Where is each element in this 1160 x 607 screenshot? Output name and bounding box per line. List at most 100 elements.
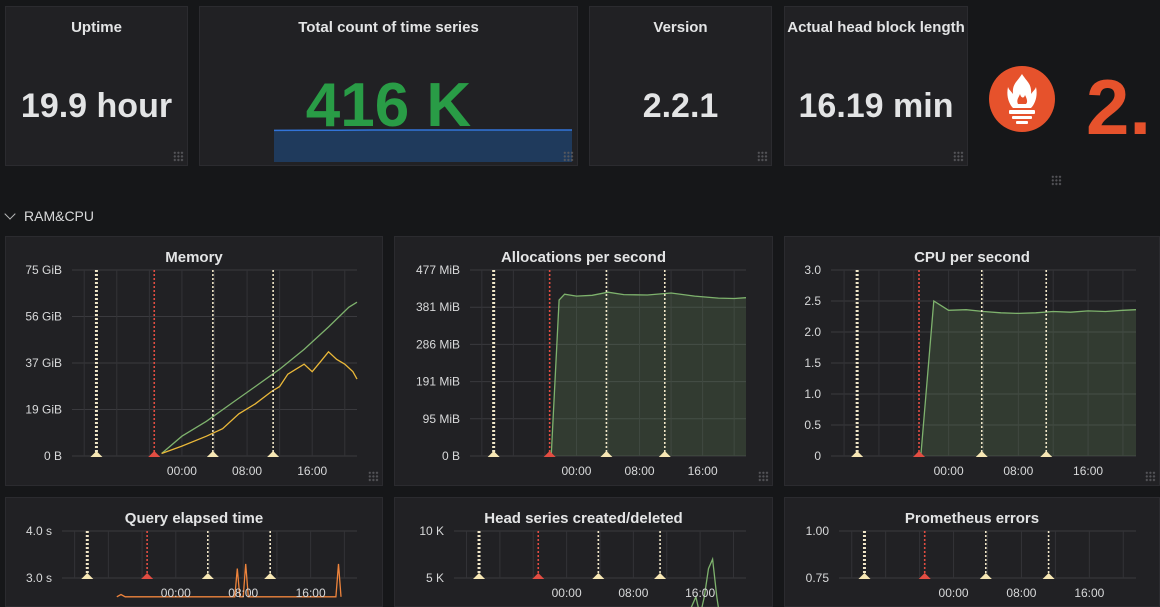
prometheus-logo-icon xyxy=(987,64,1057,134)
resize-handle[interactable] xyxy=(368,471,379,482)
y-tick-label: 37 GiB xyxy=(25,356,62,370)
y-tick-label: 286 MiB xyxy=(416,337,460,351)
annotation-marker-tip xyxy=(488,451,500,457)
x-tick-label: 08:00 xyxy=(1006,586,1036,600)
y-tick-label: 0.75 xyxy=(806,571,830,585)
uptime-title: Uptime xyxy=(6,19,187,36)
version-title: Version xyxy=(590,19,771,36)
series-area xyxy=(921,301,1136,456)
annotation-marker-tip xyxy=(980,573,992,579)
annotation-marker-tip xyxy=(592,573,604,579)
y-tick-label: 1.00 xyxy=(806,524,830,538)
annotation-marker-tip xyxy=(267,451,279,457)
x-tick-label: 00:00 xyxy=(939,586,969,600)
y-tick-label: 56 GiB xyxy=(25,310,62,324)
allocations-graph[interactable]: 477 MiB 381 MiB 286 MiB 191 MiB 95 MiB 0 B 00:… xyxy=(394,236,773,486)
y-tick-label: 5 K xyxy=(426,571,444,585)
head-block-title: Actual head block length xyxy=(785,19,967,36)
x-tick-label: 08:00 xyxy=(232,464,262,478)
annotation-marker-tip xyxy=(858,573,870,579)
version-panel[interactable]: Version 2.2.1 xyxy=(589,6,772,166)
row-title: RAM&CPU xyxy=(24,208,94,224)
x-tick-label: 16:00 xyxy=(1074,586,1104,600)
resize-handle[interactable] xyxy=(1145,471,1156,482)
series-line xyxy=(162,302,357,453)
prometheus-logo-panel: 2. xyxy=(975,6,1160,188)
y-tick-label: 95 MiB xyxy=(423,412,460,426)
annotation-marker-tip xyxy=(851,451,863,457)
x-tick-label: 00:00 xyxy=(161,586,191,600)
x-tick-label: 16:00 xyxy=(296,586,326,600)
y-tick-label: 2.0 xyxy=(804,325,821,339)
annotation-marker-tip xyxy=(654,573,666,579)
annotation-marker-tip xyxy=(148,451,160,457)
head-series-graph[interactable]: 10 K 5 K 00:00 08:00 16:00 xyxy=(394,497,773,607)
memory-graph[interactable]: 75 GiB 56 GiB 37 GiB 19 GiB 0 B 00:00 08:00 16:… xyxy=(5,236,383,486)
x-tick-label: 08:00 xyxy=(618,586,648,600)
uptime-panel[interactable]: Uptime 19.9 hour xyxy=(5,6,188,166)
annotation-marker-tip xyxy=(264,573,276,579)
annotation-marker-tip xyxy=(202,573,214,579)
logo-text: 2. xyxy=(1086,68,1151,146)
y-tick-label: 4.0 s xyxy=(26,524,52,538)
annotation-marker-tip xyxy=(141,573,153,579)
total-series-panel[interactable]: Total count of time series 416 K xyxy=(199,6,578,166)
resize-handle[interactable] xyxy=(953,151,964,162)
x-tick-label: 16:00 xyxy=(297,464,327,478)
annotation-marker-tip xyxy=(90,451,102,457)
x-tick-label: 00:00 xyxy=(561,464,591,478)
y-tick-label: 3.0 xyxy=(804,263,821,277)
resize-handle[interactable] xyxy=(757,151,768,162)
x-tick-label: 00:00 xyxy=(552,586,582,600)
x-tick-label: 16:00 xyxy=(685,586,715,600)
y-tick-label: 2.5 xyxy=(804,294,821,308)
version-value: 2.2.1 xyxy=(590,87,771,126)
x-tick-label: 08:00 xyxy=(228,586,258,600)
y-tick-label: 1.5 xyxy=(804,356,821,370)
resize-handle[interactable] xyxy=(1051,175,1062,186)
y-tick-label: 381 MiB xyxy=(416,300,460,314)
total-series-title: Total count of time series xyxy=(200,19,577,36)
annotation-marker-tip xyxy=(1043,573,1055,579)
y-tick-label: 19 GiB xyxy=(25,403,62,417)
resize-handle[interactable] xyxy=(173,151,184,162)
y-tick-label: 477 MiB xyxy=(416,263,460,277)
chevron-down-icon[interactable] xyxy=(4,208,15,219)
y-tick-label: 10 K xyxy=(419,524,444,538)
annotation-marker-tip xyxy=(532,573,544,579)
y-tick-label: 1.0 xyxy=(804,387,821,401)
prometheus-errors-graph[interactable]: 1.00 0.75 00:00 08:00 16:00 xyxy=(784,497,1160,607)
x-tick-label: 08:00 xyxy=(625,464,655,478)
y-tick-label: 0.5 xyxy=(804,418,821,432)
x-tick-label: 00:00 xyxy=(167,464,197,478)
annotation-marker-tip xyxy=(473,573,485,579)
x-tick-label: 16:00 xyxy=(1073,464,1103,478)
uptime-value: 19.9 hour xyxy=(6,87,187,126)
y-tick-label: 0 xyxy=(814,449,821,463)
series-line xyxy=(162,352,357,454)
head-block-value: 16.19 min xyxy=(785,87,967,126)
x-tick-label: 00:00 xyxy=(934,464,964,478)
y-tick-label: 0 B xyxy=(44,449,62,463)
cpu-graph[interactable]: 3.0 2.5 2.0 1.5 1.0 0.5 0 00:00 08:00 16:00 xyxy=(784,236,1160,486)
resize-handle[interactable] xyxy=(563,151,574,162)
y-tick-label: 191 MiB xyxy=(416,375,460,389)
row-header-ram-cpu[interactable]: RAM&CPU xyxy=(6,208,94,224)
head-block-panel[interactable]: Actual head block length 16.19 min xyxy=(784,6,968,166)
y-tick-label: 75 GiB xyxy=(25,263,62,277)
resize-handle[interactable] xyxy=(758,471,769,482)
annotation-marker-tip xyxy=(207,451,219,457)
series-area xyxy=(551,292,746,456)
y-tick-label: 0 B xyxy=(442,449,460,463)
annotation-marker-tip xyxy=(81,573,93,579)
x-tick-label: 16:00 xyxy=(688,464,718,478)
x-tick-label: 08:00 xyxy=(1003,464,1033,478)
total-series-value: 416 K xyxy=(200,70,577,141)
